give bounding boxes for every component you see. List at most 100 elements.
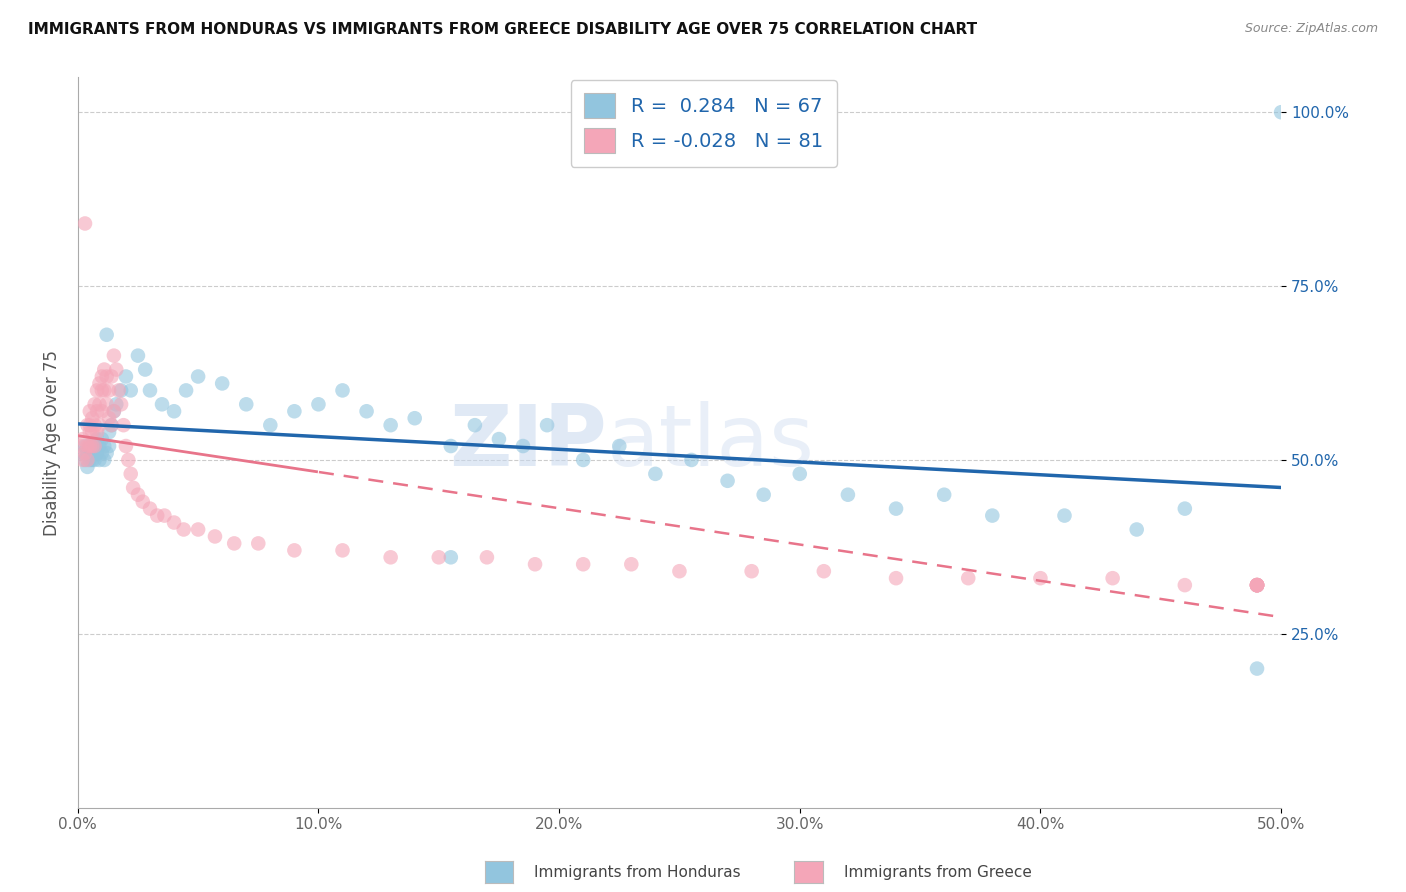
Point — [86, 404, 108, 418]
Point — [93, 362, 115, 376]
Point — [107, 384, 129, 398]
Point — [83, 453, 105, 467]
Point — [76, 453, 98, 467]
Point — [1174, 578, 1197, 592]
Point — [716, 474, 738, 488]
Point — [332, 384, 354, 398]
Point — [90, 404, 112, 418]
Point — [224, 536, 246, 550]
Point — [752, 488, 775, 502]
Point — [1246, 578, 1268, 592]
Point — [1246, 578, 1268, 592]
Point — [82, 425, 104, 439]
Point — [110, 397, 132, 411]
Text: atlas: atlas — [607, 401, 815, 484]
Point — [1125, 523, 1147, 537]
Point — [1029, 571, 1052, 585]
Point — [127, 488, 149, 502]
Point — [211, 376, 233, 391]
Text: ZIP: ZIP — [450, 401, 607, 484]
Point — [741, 564, 763, 578]
Point — [79, 453, 101, 467]
Point — [957, 571, 980, 585]
Point — [1246, 662, 1268, 676]
Point — [524, 558, 547, 572]
Point — [73, 446, 96, 460]
Point — [187, 523, 209, 537]
Point — [283, 404, 305, 418]
Point — [112, 418, 135, 433]
Point — [72, 453, 94, 467]
Point — [644, 467, 666, 481]
Point — [73, 439, 96, 453]
Point — [620, 558, 643, 572]
Point — [307, 397, 329, 411]
Point — [120, 384, 142, 398]
Point — [332, 543, 354, 558]
Point — [89, 439, 111, 453]
Point — [512, 439, 534, 453]
Point — [98, 439, 121, 453]
Point — [82, 446, 104, 460]
Point — [100, 418, 122, 433]
Text: Immigrants from Greece: Immigrants from Greece — [844, 865, 1032, 880]
Point — [103, 349, 125, 363]
Point — [96, 327, 118, 342]
Point — [100, 369, 122, 384]
Point — [607, 439, 630, 453]
Point — [76, 446, 98, 460]
Point — [174, 384, 197, 398]
Point — [89, 376, 111, 391]
Point — [681, 453, 703, 467]
Point — [356, 404, 378, 418]
Point — [150, 397, 173, 411]
Point — [380, 418, 402, 433]
Point — [837, 488, 859, 502]
Point — [93, 384, 115, 398]
Point — [86, 446, 108, 460]
Point — [1246, 578, 1268, 592]
Point — [789, 467, 811, 481]
Point — [105, 397, 128, 411]
Point — [79, 439, 101, 453]
Point — [173, 523, 195, 537]
Point — [572, 558, 595, 572]
Point — [72, 432, 94, 446]
Point — [163, 404, 186, 418]
Point — [127, 349, 149, 363]
Point — [120, 467, 142, 481]
Point — [139, 384, 162, 398]
Point — [90, 432, 112, 446]
Point — [981, 508, 1004, 523]
Point — [404, 411, 426, 425]
Point — [76, 459, 98, 474]
Point — [247, 536, 270, 550]
Point — [884, 501, 907, 516]
Point — [82, 411, 104, 425]
Point — [139, 501, 162, 516]
Point — [153, 508, 176, 523]
Point — [668, 564, 690, 578]
Point — [475, 550, 498, 565]
Point — [103, 404, 125, 418]
Point — [86, 384, 108, 398]
Point — [132, 494, 155, 508]
Point — [83, 439, 105, 453]
Text: IMMIGRANTS FROM HONDURAS VS IMMIGRANTS FROM GREECE DISABILITY AGE OVER 75 CORREL: IMMIGRANTS FROM HONDURAS VS IMMIGRANTS F… — [28, 22, 977, 37]
Point — [82, 453, 104, 467]
Text: Source: ZipAtlas.com: Source: ZipAtlas.com — [1244, 22, 1378, 36]
Text: Immigrants from Honduras: Immigrants from Honduras — [534, 865, 741, 880]
Point — [93, 453, 115, 467]
Point — [1270, 105, 1292, 120]
Point — [134, 362, 156, 376]
Point — [1246, 578, 1268, 592]
Point — [1246, 578, 1268, 592]
Point — [283, 543, 305, 558]
Point — [122, 481, 145, 495]
Y-axis label: Disability Age Over 75: Disability Age Over 75 — [44, 350, 60, 535]
Point — [89, 397, 111, 411]
Point — [73, 217, 96, 231]
Point — [89, 453, 111, 467]
Point — [1246, 578, 1268, 592]
Point — [440, 550, 463, 565]
